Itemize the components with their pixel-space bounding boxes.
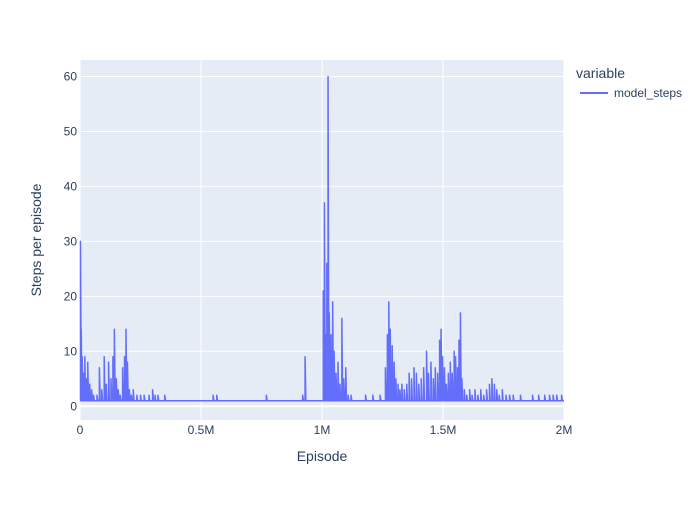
x-tick-label: 2M xyxy=(556,423,573,437)
y-tick-labels: 0 10 20 30 40 50 60 xyxy=(64,69,78,413)
x-tick-label: 0.5M xyxy=(188,423,215,437)
y-tick-label: 30 xyxy=(64,234,78,248)
x-tick-label: 0 xyxy=(77,423,84,437)
y-tick-label: 20 xyxy=(64,289,78,303)
legend: variable model_steps xyxy=(576,65,682,100)
series-line-model-steps[interactable] xyxy=(79,75,564,402)
legend-label-model-steps[interactable]: model_steps xyxy=(614,86,682,100)
y-tick-label: 0 xyxy=(70,399,77,413)
series-layer xyxy=(79,75,564,402)
y-tick-label: 60 xyxy=(64,69,78,83)
x-tick-label: 1M xyxy=(314,423,331,437)
x-tick-label: 1.5M xyxy=(430,423,457,437)
y-tick-label: 50 xyxy=(64,124,78,138)
legend-title: variable xyxy=(576,65,625,81)
x-tick-labels: 0 0.5M 1M 1.5M 2M xyxy=(77,423,573,437)
y-tick-label: 10 xyxy=(64,344,78,358)
y-tick-label: 40 xyxy=(64,179,78,193)
y-axis-title: Steps per episode xyxy=(28,183,44,296)
x-axis-title: Episode xyxy=(297,448,348,464)
